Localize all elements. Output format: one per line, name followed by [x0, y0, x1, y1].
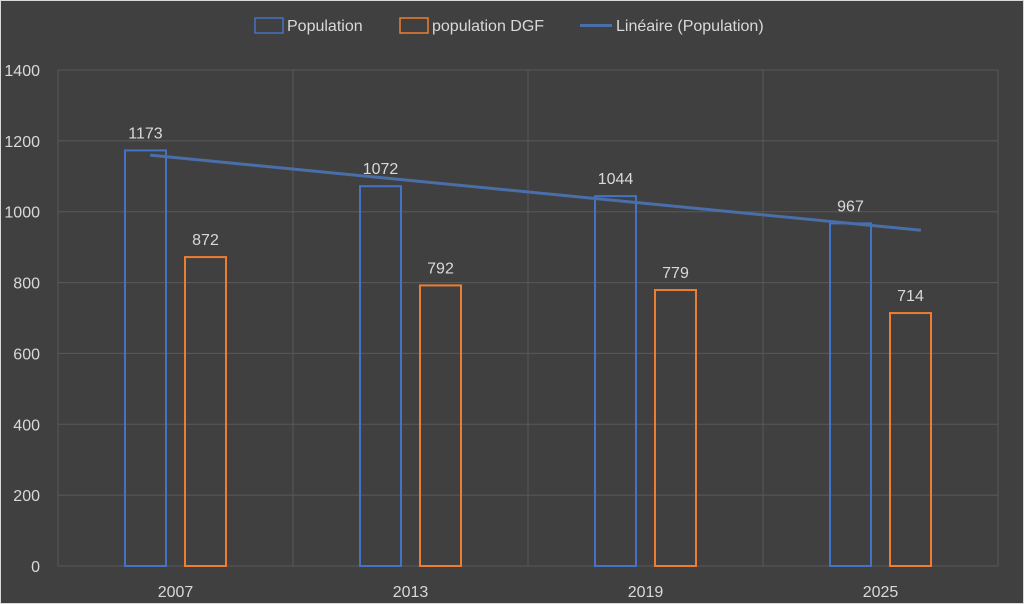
- y-axis-ticks: 0 200 400 600 800 1000 1200 1400: [4, 63, 40, 576]
- data-label-population: 967: [837, 198, 864, 215]
- x-tick-label: 2019: [628, 584, 664, 601]
- bar-population: [594, 195, 637, 568]
- bar-population: [124, 149, 167, 567]
- data-label-population: 1072: [363, 161, 399, 178]
- data-label-population: 1173: [128, 125, 163, 142]
- legend-swatch-population-dgf: [399, 17, 429, 34]
- bar-population: [359, 185, 402, 567]
- y-tick-label: 800: [13, 276, 40, 293]
- legend-label-trendline: Linéaire (Population): [616, 18, 764, 35]
- data-labels: 1173 872 1072 792 1044 779 967 714: [128, 125, 924, 305]
- bar-population-dgf: [889, 312, 932, 568]
- data-label-population-dgf: 714: [897, 288, 924, 305]
- data-label-population-dgf: 779: [662, 265, 689, 282]
- legend-swatch-population: [254, 17, 284, 34]
- bar-population-dgf: [419, 284, 462, 567]
- x-tick-label: 2025: [863, 584, 899, 601]
- y-tick-label: 600: [13, 346, 40, 363]
- bar-population-dgf: [654, 289, 697, 567]
- gridlines: [57, 69, 999, 567]
- y-tick-label: 1200: [4, 134, 40, 151]
- legend-label-population: Population: [287, 18, 363, 35]
- y-tick-label: 200: [13, 488, 40, 505]
- x-axis-ticks: 2007 2013 2019 2025: [158, 584, 899, 601]
- y-tick-label: 1000: [4, 205, 40, 222]
- bar-population-dgf: [184, 256, 227, 567]
- trendline-layer: [150, 153, 922, 232]
- x-tick-label: 2007: [158, 584, 194, 601]
- y-tick-label: 400: [13, 417, 40, 434]
- y-tick-label: 1400: [4, 63, 40, 80]
- data-label-population-dgf: 872: [192, 232, 219, 249]
- data-label-population: 1044: [598, 171, 634, 188]
- bar-population: [829, 222, 872, 568]
- legend-label-population-dgf: population DGF: [432, 18, 544, 35]
- trendline-population: [150, 153, 922, 232]
- legend: Population population DGF Linéaire (Popu…: [254, 17, 764, 35]
- x-tick-label: 2013: [393, 584, 429, 601]
- y-tick-label: 0: [31, 559, 40, 576]
- data-label-population-dgf: 792: [427, 260, 454, 277]
